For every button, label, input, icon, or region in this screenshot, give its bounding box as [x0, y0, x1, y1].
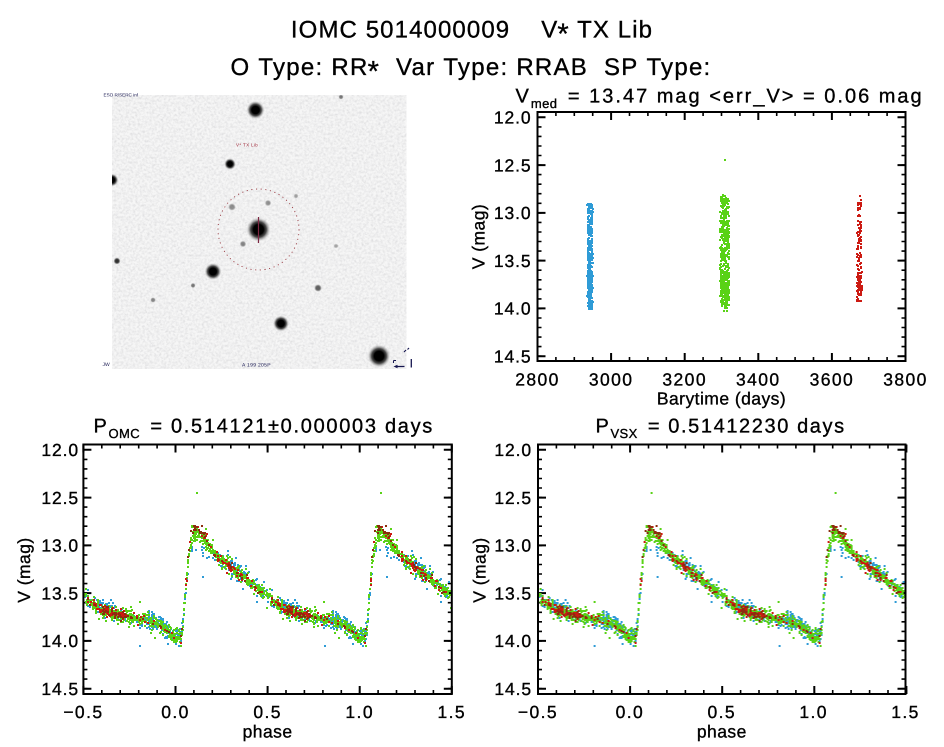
svg-text:12.0: 12.0 [494, 108, 532, 128]
svg-text:13.0: 13.0 [494, 536, 532, 556]
svg-text:13.0: 13.0 [41, 536, 79, 556]
svg-text:13.5: 13.5 [494, 251, 532, 271]
svg-text:ESO R/SERC inf: ESO R/SERC inf [104, 93, 139, 98]
svg-text:PVSX = 0.51412230 days: PVSX = 0.51412230 days [596, 416, 846, 442]
svg-text:13.0: 13.0 [494, 203, 532, 223]
svg-text:1.0: 1.0 [345, 702, 374, 722]
svg-text:12.5: 12.5 [494, 488, 532, 508]
svg-text:0.5: 0.5 [253, 702, 282, 722]
svg-text:1.5: 1.5 [438, 702, 467, 722]
svg-text:14.0: 14.0 [494, 631, 532, 651]
svg-text:3200: 3200 [662, 370, 707, 390]
svg-text:0.5: 0.5 [708, 702, 737, 722]
svg-text:3800: 3800 [883, 370, 928, 390]
svg-text:V (mag): V (mag) [14, 537, 34, 602]
svg-text:2800: 2800 [515, 370, 560, 390]
svg-text:12.5: 12.5 [41, 488, 79, 508]
svg-text:phase: phase [243, 722, 293, 742]
svg-text:14.0: 14.0 [494, 299, 532, 319]
svg-text:3000: 3000 [589, 370, 634, 390]
svg-text:V* TX Lib: V* TX Lib [236, 143, 258, 148]
svg-text:0.0: 0.0 [161, 702, 190, 722]
svg-text:A 199 205P: A 199 205P [242, 363, 271, 369]
svg-text:13.5: 13.5 [41, 583, 79, 603]
svg-text:14.0: 14.0 [41, 631, 79, 651]
svg-text:Barytime (days): Barytime (days) [657, 389, 786, 409]
svg-text:V (mag): V (mag) [470, 537, 490, 602]
svg-text:13.5: 13.5 [494, 583, 532, 603]
svg-text:POMC = 0.514121±0.000003 days: POMC = 0.514121±0.000003 days [94, 416, 435, 442]
svg-text:O Type: RR* Var Type: RRAB S: O Type: RR* Var Type: RRAB SP Type: [231, 54, 712, 88]
svg-text:12.5: 12.5 [494, 155, 532, 175]
svg-text:−0.5: −0.5 [63, 702, 103, 722]
svg-text:14.5: 14.5 [494, 346, 532, 366]
svg-text:IOMC 5014000009 V* TX Lib: IOMC 5014000009 V* TX Lib [291, 17, 653, 51]
svg-text:1.5: 1.5 [891, 702, 920, 722]
svg-text:12.0: 12.0 [494, 440, 532, 460]
svg-text:−0.5: −0.5 [518, 702, 558, 722]
svg-text:12.0: 12.0 [41, 440, 79, 460]
svg-text:14.5: 14.5 [41, 679, 79, 699]
svg-text:3600: 3600 [810, 370, 855, 390]
svg-text:14.5: 14.5 [494, 679, 532, 699]
svg-text:phase: phase [697, 722, 747, 742]
svg-text:Vmed = 13.47 mag <err_V> = 0.0: Vmed = 13.47 mag <err_V> = 0.06 mag [516, 86, 924, 112]
svg-text:1.0: 1.0 [799, 702, 828, 722]
svg-text:V (mag): V (mag) [469, 204, 489, 269]
svg-text:JW: JW [103, 362, 111, 368]
svg-text:3400: 3400 [736, 370, 781, 390]
svg-text:0.0: 0.0 [616, 702, 645, 722]
